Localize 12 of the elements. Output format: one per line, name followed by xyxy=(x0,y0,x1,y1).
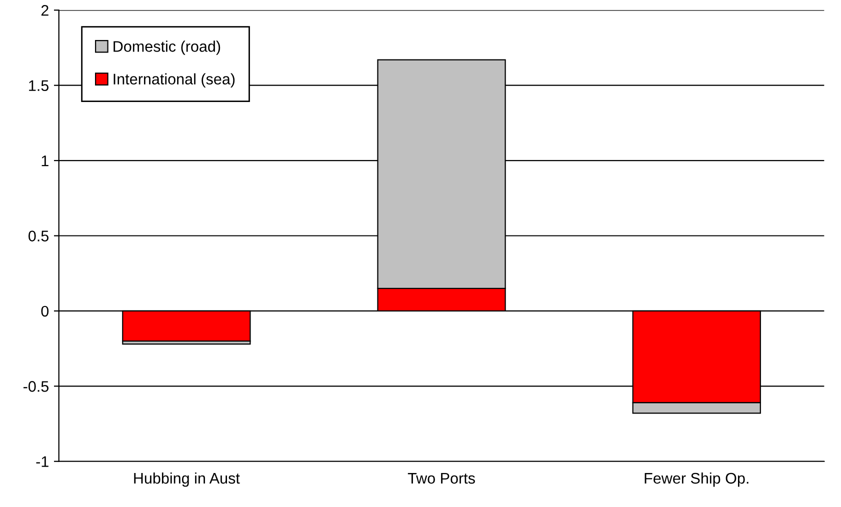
y-tick-label: 0.5 xyxy=(28,230,49,242)
y-tick-label: 1 xyxy=(42,156,48,166)
y-tick-label: 2 xyxy=(41,5,48,16)
y-tick-label: -0.5 xyxy=(24,381,49,392)
y-tick-label: -1 xyxy=(36,456,48,467)
x-tick-label: Hubbing in Aust xyxy=(134,472,240,487)
legend-label: International (sea) xyxy=(114,73,235,88)
y-tick-label: 0 xyxy=(41,306,49,317)
y-tick-label: 1.5 xyxy=(29,80,49,92)
x-tick-label: Two Ports xyxy=(408,473,475,484)
x-tick-label: Fewer Ship Op. xyxy=(644,472,748,487)
legend-label: Domestic (road) xyxy=(114,40,220,55)
